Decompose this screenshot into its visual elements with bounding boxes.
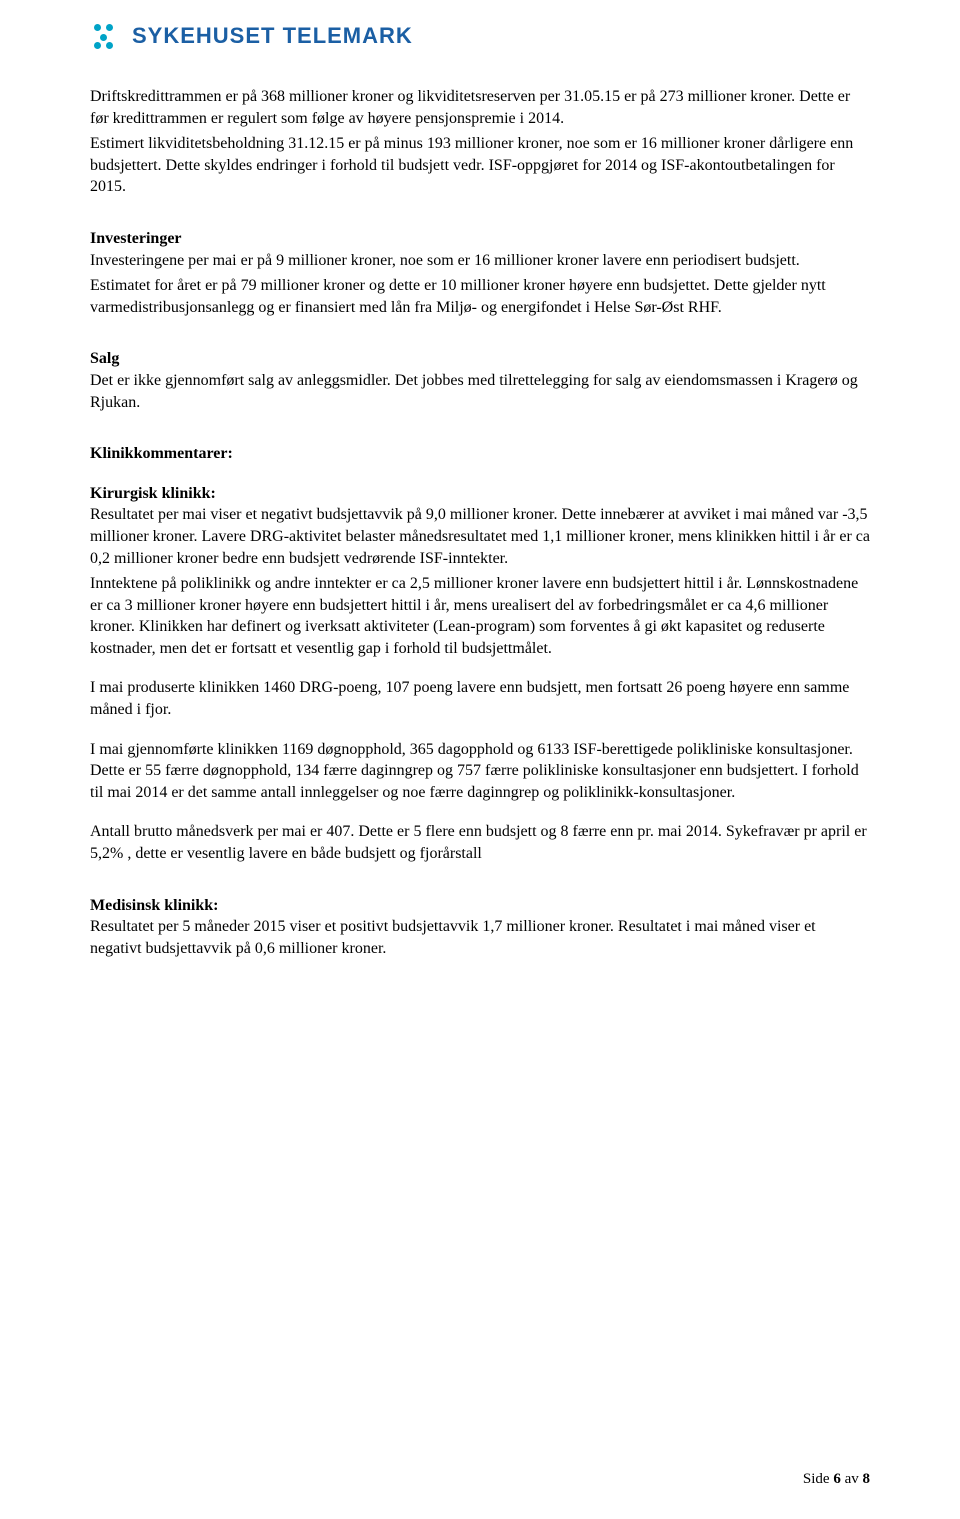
paragraph-med: Resultatet per 5 måneder 2015 viser et p… [90, 916, 870, 959]
heading-kirurgisk: Kirurgisk klinikk: [90, 483, 870, 505]
paragraph-invest-2: Estimatet for året er på 79 millioner kr… [90, 275, 870, 318]
footer-prefix: Side [803, 1471, 833, 1487]
heading-investeringer: Investeringer [90, 228, 870, 250]
footer-mid: av [841, 1471, 863, 1487]
paragraph-intro-1: Driftskredittrammen er på 368 millioner … [90, 86, 870, 129]
logo-text: SYKEHUSET TELEMARK [132, 21, 413, 51]
paragraph-kir-1: Resultatet per mai viser et negativt bud… [90, 504, 870, 569]
paragraph-kir-4: I mai gjennomførte klinikken 1169 døgnop… [90, 739, 870, 804]
paragraph-kir-3: I mai produserte klinikken 1460 DRG-poen… [90, 677, 870, 720]
footer-page: 6 [833, 1471, 841, 1487]
heading-salg: Salg [90, 348, 870, 370]
paragraph-invest-1: Investeringene per mai er på 9 millioner… [90, 250, 870, 272]
page-footer: Side 6 av 8 [803, 1469, 870, 1489]
paragraph-intro-2: Estimert likviditetsbeholdning 31.12.15 … [90, 133, 870, 198]
footer-total: 8 [863, 1471, 871, 1487]
paragraph-kir-5: Antall brutto månedsverk per mai er 407.… [90, 821, 870, 864]
paragraph-kir-2: Inntektene på poliklinikk og andre innte… [90, 573, 870, 659]
logo-icon [90, 20, 122, 52]
logo: SYKEHUSET TELEMARK [90, 20, 870, 52]
paragraph-salg: Det er ikke gjennomført salg av anleggsm… [90, 370, 870, 413]
heading-klinikkommentarer: Klinikkommentarer: [90, 443, 870, 465]
heading-medisinsk: Medisinsk klinikk: [90, 895, 870, 917]
